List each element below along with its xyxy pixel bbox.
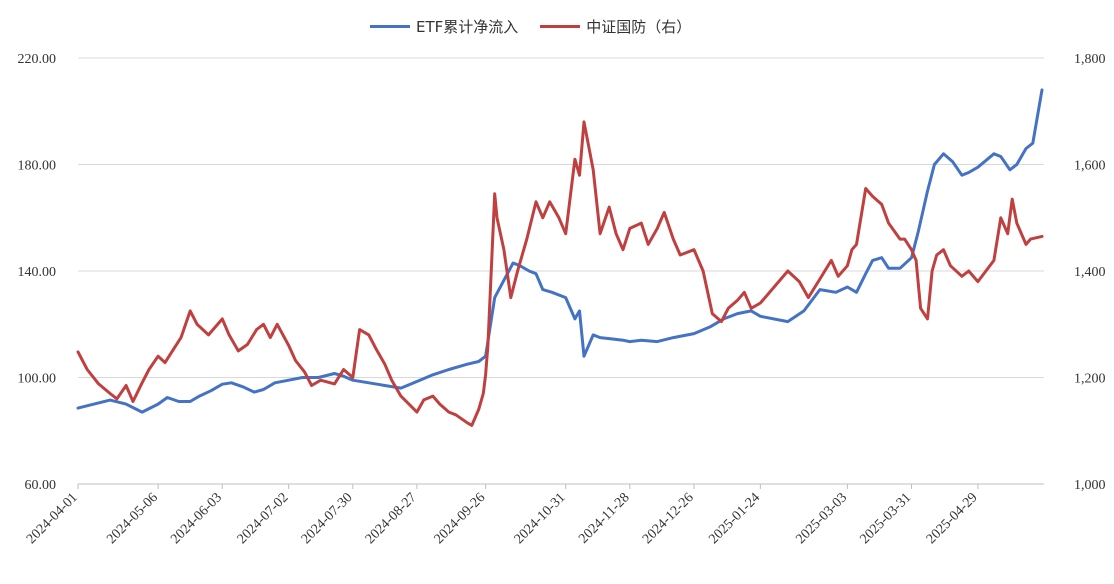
gridlines [78, 57, 1044, 378]
x-tick-label: 2024-04-01 [24, 490, 81, 547]
left-axis-ticks: 60.00 100.00 140.00 180.00 220.00 [18, 52, 57, 493]
x-tick-label: 2025-03-03 [793, 490, 850, 547]
x-tick-label: 2024-11-28 [576, 490, 632, 546]
right-tick-label: 1,200 [1074, 372, 1106, 387]
right-axis-ticks: 1,000 1,200 1,400 1,600 1,800 [1074, 52, 1106, 493]
legend-label-etf: ETF累计净流入 [416, 18, 519, 36]
x-axis-ticks: 2024-04-01 2024-05-06 2024-06-03 2024-07-02… [24, 484, 981, 547]
x-tick-label: 2024-10-31 [512, 490, 569, 547]
left-tick-label: 180.00 [18, 159, 57, 174]
legend-swatch-etf [370, 25, 410, 28]
x-tick-label: 2025-03-31 [858, 490, 915, 547]
legend-label-index: 中证国防（右） [586, 18, 692, 36]
legend-swatch-index [540, 25, 581, 28]
right-tick-label: 1,600 [1074, 159, 1106, 174]
x-tick-label: 2024-07-30 [299, 490, 356, 547]
x-tick-label: 2024-06-03 [168, 490, 225, 547]
series-line-index [76, 120, 1044, 427]
right-tick-label: 1,000 [1074, 478, 1106, 493]
legend: ETF累计净流入 中证国防（右） [370, 16, 691, 37]
x-tick-label: 2024-09-26 [432, 490, 489, 547]
x-tick-label: 2024-08-27 [363, 490, 420, 547]
x-tick-label: 2024-05-06 [104, 490, 161, 547]
legend-item-index: 中证国防（右） [540, 16, 691, 37]
right-tick-label: 1,800 [1074, 52, 1106, 67]
series-lines [76, 88, 1044, 427]
left-tick-label: 220.00 [18, 52, 57, 67]
left-tick-label: 60.00 [25, 478, 57, 493]
legend-item-etf: ETF累计净流入 [370, 16, 518, 37]
series-line-etf [76, 88, 1044, 414]
left-tick-label: 140.00 [18, 265, 57, 280]
x-tick-label: 2024-07-02 [235, 490, 292, 547]
x-tick-label: 2024-12-26 [640, 490, 697, 547]
right-tick-label: 1,400 [1074, 265, 1106, 280]
left-tick-label: 100.00 [18, 372, 57, 387]
x-tick-label: 2025-04-29 [924, 490, 981, 547]
x-tick-label: 2025-01-24 [706, 490, 763, 547]
